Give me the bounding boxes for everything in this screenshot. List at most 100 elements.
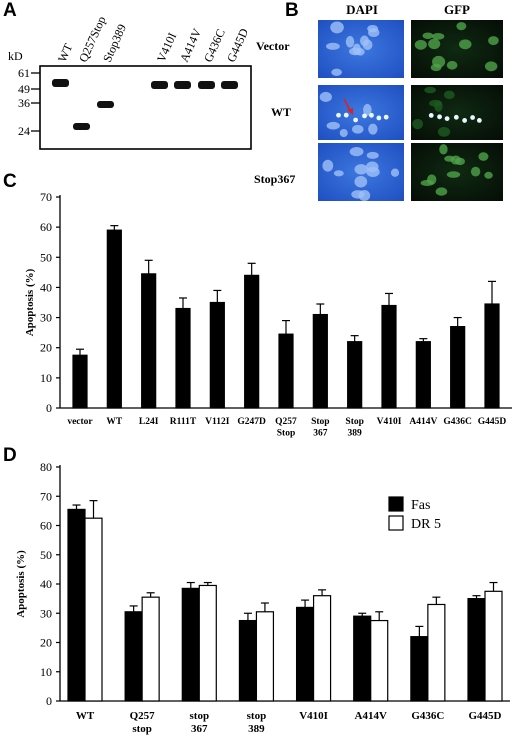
- micrograph-apoptotic-body: [462, 118, 468, 123]
- micrograph-apoptotic-body: [362, 113, 367, 119]
- micrograph-apoptotic-body: [336, 112, 341, 118]
- x-tick-label: WT: [106, 417, 123, 427]
- y-tick-label: 10: [40, 665, 52, 679]
- micrograph-cell: [368, 123, 378, 135]
- micrograph-cell: [484, 61, 498, 72]
- micro-row-vector: Vector: [256, 39, 290, 53]
- micrograph-cell: [326, 121, 340, 130]
- blot-band-stop389: [97, 101, 114, 108]
- kd-unit-label: kD: [8, 49, 23, 63]
- micrograph-cell: [456, 22, 467, 31]
- blot-band-q257stop: [73, 123, 90, 130]
- micrograph-cell: [322, 159, 334, 172]
- bar: [427, 603, 446, 702]
- micrograph-cell: [366, 161, 379, 173]
- micrograph-cell: [354, 164, 368, 175]
- x-tick-label: stop 367: [190, 710, 210, 735]
- y-tick-label: 80: [40, 460, 52, 474]
- micrograph-cell: [412, 118, 424, 130]
- micrograph-cell: [330, 21, 344, 34]
- y-tick-label: 0: [46, 401, 52, 415]
- micrograph-apoptotic-body: [476, 117, 482, 123]
- panel-a-letter: A: [3, 0, 17, 21]
- micrograph-cell: [326, 42, 340, 50]
- micrograph-cell: [331, 68, 342, 77]
- micrograph-cell: [422, 32, 434, 40]
- x-tick-label: A414V: [409, 417, 437, 427]
- micrograph-apoptotic-body: [343, 112, 349, 118]
- y-tick-label: 60: [40, 220, 52, 234]
- micro-col-dapi: DAPI: [346, 2, 378, 17]
- y-tick-label: 70: [40, 190, 52, 204]
- y-axis-label: Apoptosis (%): [15, 550, 27, 618]
- bar: [467, 598, 486, 702]
- micrograph-apoptotic-body: [437, 114, 442, 120]
- micrograph-cell: [360, 35, 369, 47]
- panel-b-letter: B: [285, 0, 299, 21]
- bar: [84, 517, 103, 702]
- x-tick-label: A414V: [355, 710, 387, 722]
- micrograph-cell: [420, 179, 434, 187]
- y-tick-label: 70: [40, 489, 52, 503]
- micrograph-apoptotic-body: [428, 113, 434, 118]
- x-tick-label: Q257 stop: [130, 710, 156, 735]
- bar: [410, 636, 429, 702]
- bar: [353, 615, 372, 702]
- micrograph-apoptotic-body: [353, 117, 359, 123]
- micrograph-cell: [446, 60, 458, 70]
- x-tick-label: Q257 Stop: [275, 417, 297, 439]
- bar: [484, 590, 503, 702]
- bar: [295, 606, 315, 702]
- y-tick-label: 0: [46, 694, 52, 708]
- micrograph-apoptotic-body: [369, 112, 374, 118]
- micro-row-wt: WT: [271, 105, 291, 119]
- micrograph-cell: [434, 100, 443, 112]
- x-tick-label: V410I: [377, 417, 402, 427]
- micrograph-cell: [446, 171, 461, 178]
- blot-band-wt: [52, 79, 69, 87]
- micrograph-cell: [414, 39, 427, 50]
- micrograph-cell: [454, 157, 465, 166]
- micrograph-cell: [431, 32, 445, 40]
- micrograph-cell: [443, 90, 455, 100]
- x-tick-label: stop 389: [247, 710, 267, 735]
- y-tick-label: 10: [40, 371, 52, 385]
- legend-label: Fas: [411, 498, 430, 513]
- micrograph-cell: [428, 38, 441, 50]
- micrograph-cell: [349, 146, 364, 157]
- micrograph-cell: [345, 36, 355, 48]
- x-tick-label: G445D: [469, 710, 502, 722]
- blot-marker-label: 24: [18, 124, 30, 138]
- blot-marker-label: 49: [18, 82, 30, 96]
- micrograph-cell: [368, 28, 380, 38]
- legend-swatch: [388, 496, 404, 512]
- micrograph-cell: [339, 128, 348, 138]
- y-axis-label: Apoptosis (%): [24, 268, 36, 336]
- legend-label: DR 5: [411, 517, 441, 532]
- bar: [67, 508, 86, 702]
- x-tick-label: G247D: [237, 417, 266, 427]
- y-tick-label: 50: [40, 548, 52, 562]
- red-arrow-head: [347, 108, 353, 115]
- legend-swatch: [388, 515, 404, 531]
- bar: [238, 619, 258, 702]
- x-tick-label: Stop 389: [345, 417, 363, 439]
- micrograph-cell: [349, 47, 362, 56]
- micrograph-cell: [458, 39, 472, 50]
- micrograph-cell: [470, 166, 481, 177]
- x-tick-label: vector: [67, 417, 93, 427]
- micrograph-apoptotic-body: [376, 115, 382, 121]
- y-tick-label: 30: [40, 606, 52, 620]
- x-tick-label: V410I: [299, 710, 328, 722]
- x-tick-label: G436C: [443, 417, 472, 427]
- micrograph-apoptotic-body: [444, 116, 450, 122]
- bar: [141, 596, 160, 702]
- bar: [198, 584, 217, 702]
- bar: [255, 611, 275, 702]
- y-tick-label: 30: [40, 311, 52, 325]
- bar: [370, 619, 389, 702]
